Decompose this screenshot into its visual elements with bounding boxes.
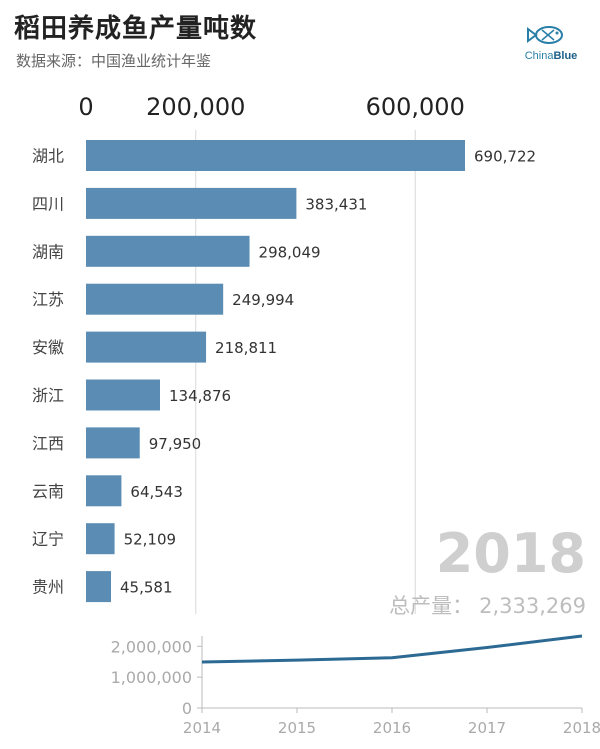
value-label: 218,811 — [215, 339, 277, 357]
x-tick-label: 2017 — [468, 719, 506, 737]
category-label: 浙江 — [32, 386, 64, 405]
category-label: 贵州 — [32, 578, 64, 597]
trend-line — [201, 634, 583, 664]
x-tick-label: 2014 — [183, 719, 221, 737]
value-label: 134,876 — [169, 387, 231, 405]
value-label: 249,994 — [232, 291, 294, 309]
fish-icon — [527, 26, 563, 44]
x-tick-label: 2016 — [373, 719, 411, 737]
chart-subtitle: 数据来源：中国渔业统计年鉴 — [16, 52, 212, 70]
bar — [86, 427, 140, 459]
category-label: 湖北 — [32, 147, 64, 166]
category-label: 安徽 — [32, 338, 64, 357]
x-tick-label: 2015 — [278, 719, 316, 737]
category-label: 江西 — [32, 434, 64, 453]
bar — [86, 523, 115, 555]
bar — [86, 331, 207, 363]
bar — [86, 140, 465, 171]
value-label: 45,581 — [120, 579, 172, 597]
total-label: 总产量： — [389, 594, 474, 618]
value-label: 690,722 — [474, 148, 536, 166]
chinablue-logo: ChinaBlue — [518, 20, 584, 70]
category-label: 四川 — [32, 194, 64, 213]
value-label: 298,049 — [259, 243, 321, 261]
value-label: 64,543 — [130, 483, 183, 501]
bar — [86, 571, 112, 603]
y-tick-label: 2,000,000 — [111, 637, 192, 656]
total-output: 总产量： 2,333,269 — [340, 590, 586, 620]
value-label: 52,109 — [124, 531, 177, 549]
y-tick-label: 0 — [182, 699, 192, 718]
value-label: 97,950 — [149, 435, 202, 453]
bar — [86, 475, 122, 507]
y-tick-label: 1,000,000 — [111, 668, 192, 687]
category-label: 云南 — [32, 482, 64, 501]
logo-wordmark: ChinaBlue — [524, 50, 578, 62]
bar — [86, 187, 297, 219]
category-label: 江苏 — [32, 290, 64, 309]
x-tick-label: 2018 — [563, 719, 600, 737]
bar-chart: 0 200,000 600,000 湖北 690,722 四川 383,431 湖南 298,0… — [32, 93, 536, 614]
total-value: 2,333,269 — [479, 594, 586, 618]
bar — [86, 379, 161, 411]
value-label: 383,431 — [305, 195, 367, 213]
x-tick-label: 0 — [78, 93, 93, 121]
chart-title: 稻田养成鱼产量吨数 — [14, 14, 258, 44]
bar — [86, 283, 224, 315]
year-display: 2018 — [435, 522, 586, 585]
x-tick-label: 200,000 — [146, 93, 245, 121]
category-label: 湖南 — [32, 242, 64, 261]
bar — [86, 235, 250, 267]
x-tick-label: 600,000 — [366, 93, 465, 121]
category-label: 辽宁 — [32, 530, 64, 549]
